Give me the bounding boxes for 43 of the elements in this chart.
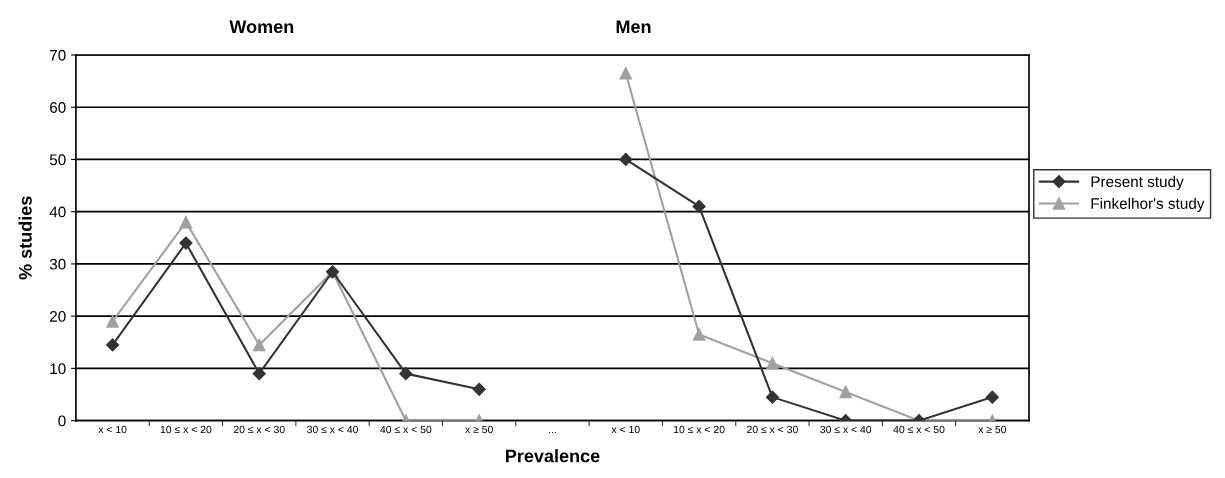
point: [106, 338, 120, 352]
point: [692, 328, 706, 341]
x-tick-label: x ≥ 50: [465, 425, 493, 434]
point: [619, 67, 633, 80]
y-tick-label: 60: [50, 102, 66, 113]
point: [179, 236, 193, 250]
legend-label: Finkelhor's study: [1091, 197, 1205, 212]
point: [252, 367, 266, 381]
point: [252, 338, 266, 352]
x-tick-label: 20 ≤ x < 30: [233, 425, 285, 434]
y-tick-label: 20: [50, 311, 66, 322]
point: [179, 215, 193, 229]
point: [766, 356, 779, 370]
x-tick-label: 10 ≤ x < 20: [160, 425, 212, 434]
point: [399, 367, 413, 381]
x-tick-label: x ≥ 50: [978, 425, 1007, 434]
text: Men: [616, 20, 651, 34]
point: [839, 385, 852, 399]
x-tick-label: 40 ≤ x < 50: [380, 425, 432, 434]
x-tick-label: x < 10: [611, 425, 640, 434]
x-tick-label: ...: [549, 431, 556, 434]
x-tick-label: 40 ≤ x < 50: [893, 425, 945, 434]
point: [985, 390, 999, 404]
y-tick-label: 30: [49, 258, 66, 270]
y-axis-title: % studies: [18, 196, 32, 280]
point: [106, 315, 119, 328]
legend-label: Present study: [1091, 175, 1184, 191]
x-tick-label: x < 10: [98, 425, 127, 434]
point: [472, 382, 486, 396]
x-tick-label: 30 ≤ x < 40: [307, 425, 359, 434]
x-tick-label: 10 ≤ x < 20: [674, 425, 725, 434]
y-tick-label: 50: [49, 154, 66, 166]
y-tick-label: 10: [50, 363, 66, 375]
y-tick-label: 0: [58, 415, 66, 427]
y-tick-label: 70: [50, 49, 66, 61]
x-axis-title: Prevalence: [506, 449, 600, 463]
text: Women: [229, 20, 294, 34]
y-tick-label: 40: [49, 206, 66, 218]
x-tick-label: 20 ≤ x < 30: [747, 425, 798, 434]
x-tick-label: 30 ≤ x < 40: [820, 425, 872, 434]
point: [692, 199, 706, 214]
point: [619, 152, 633, 167]
point: [765, 390, 779, 404]
